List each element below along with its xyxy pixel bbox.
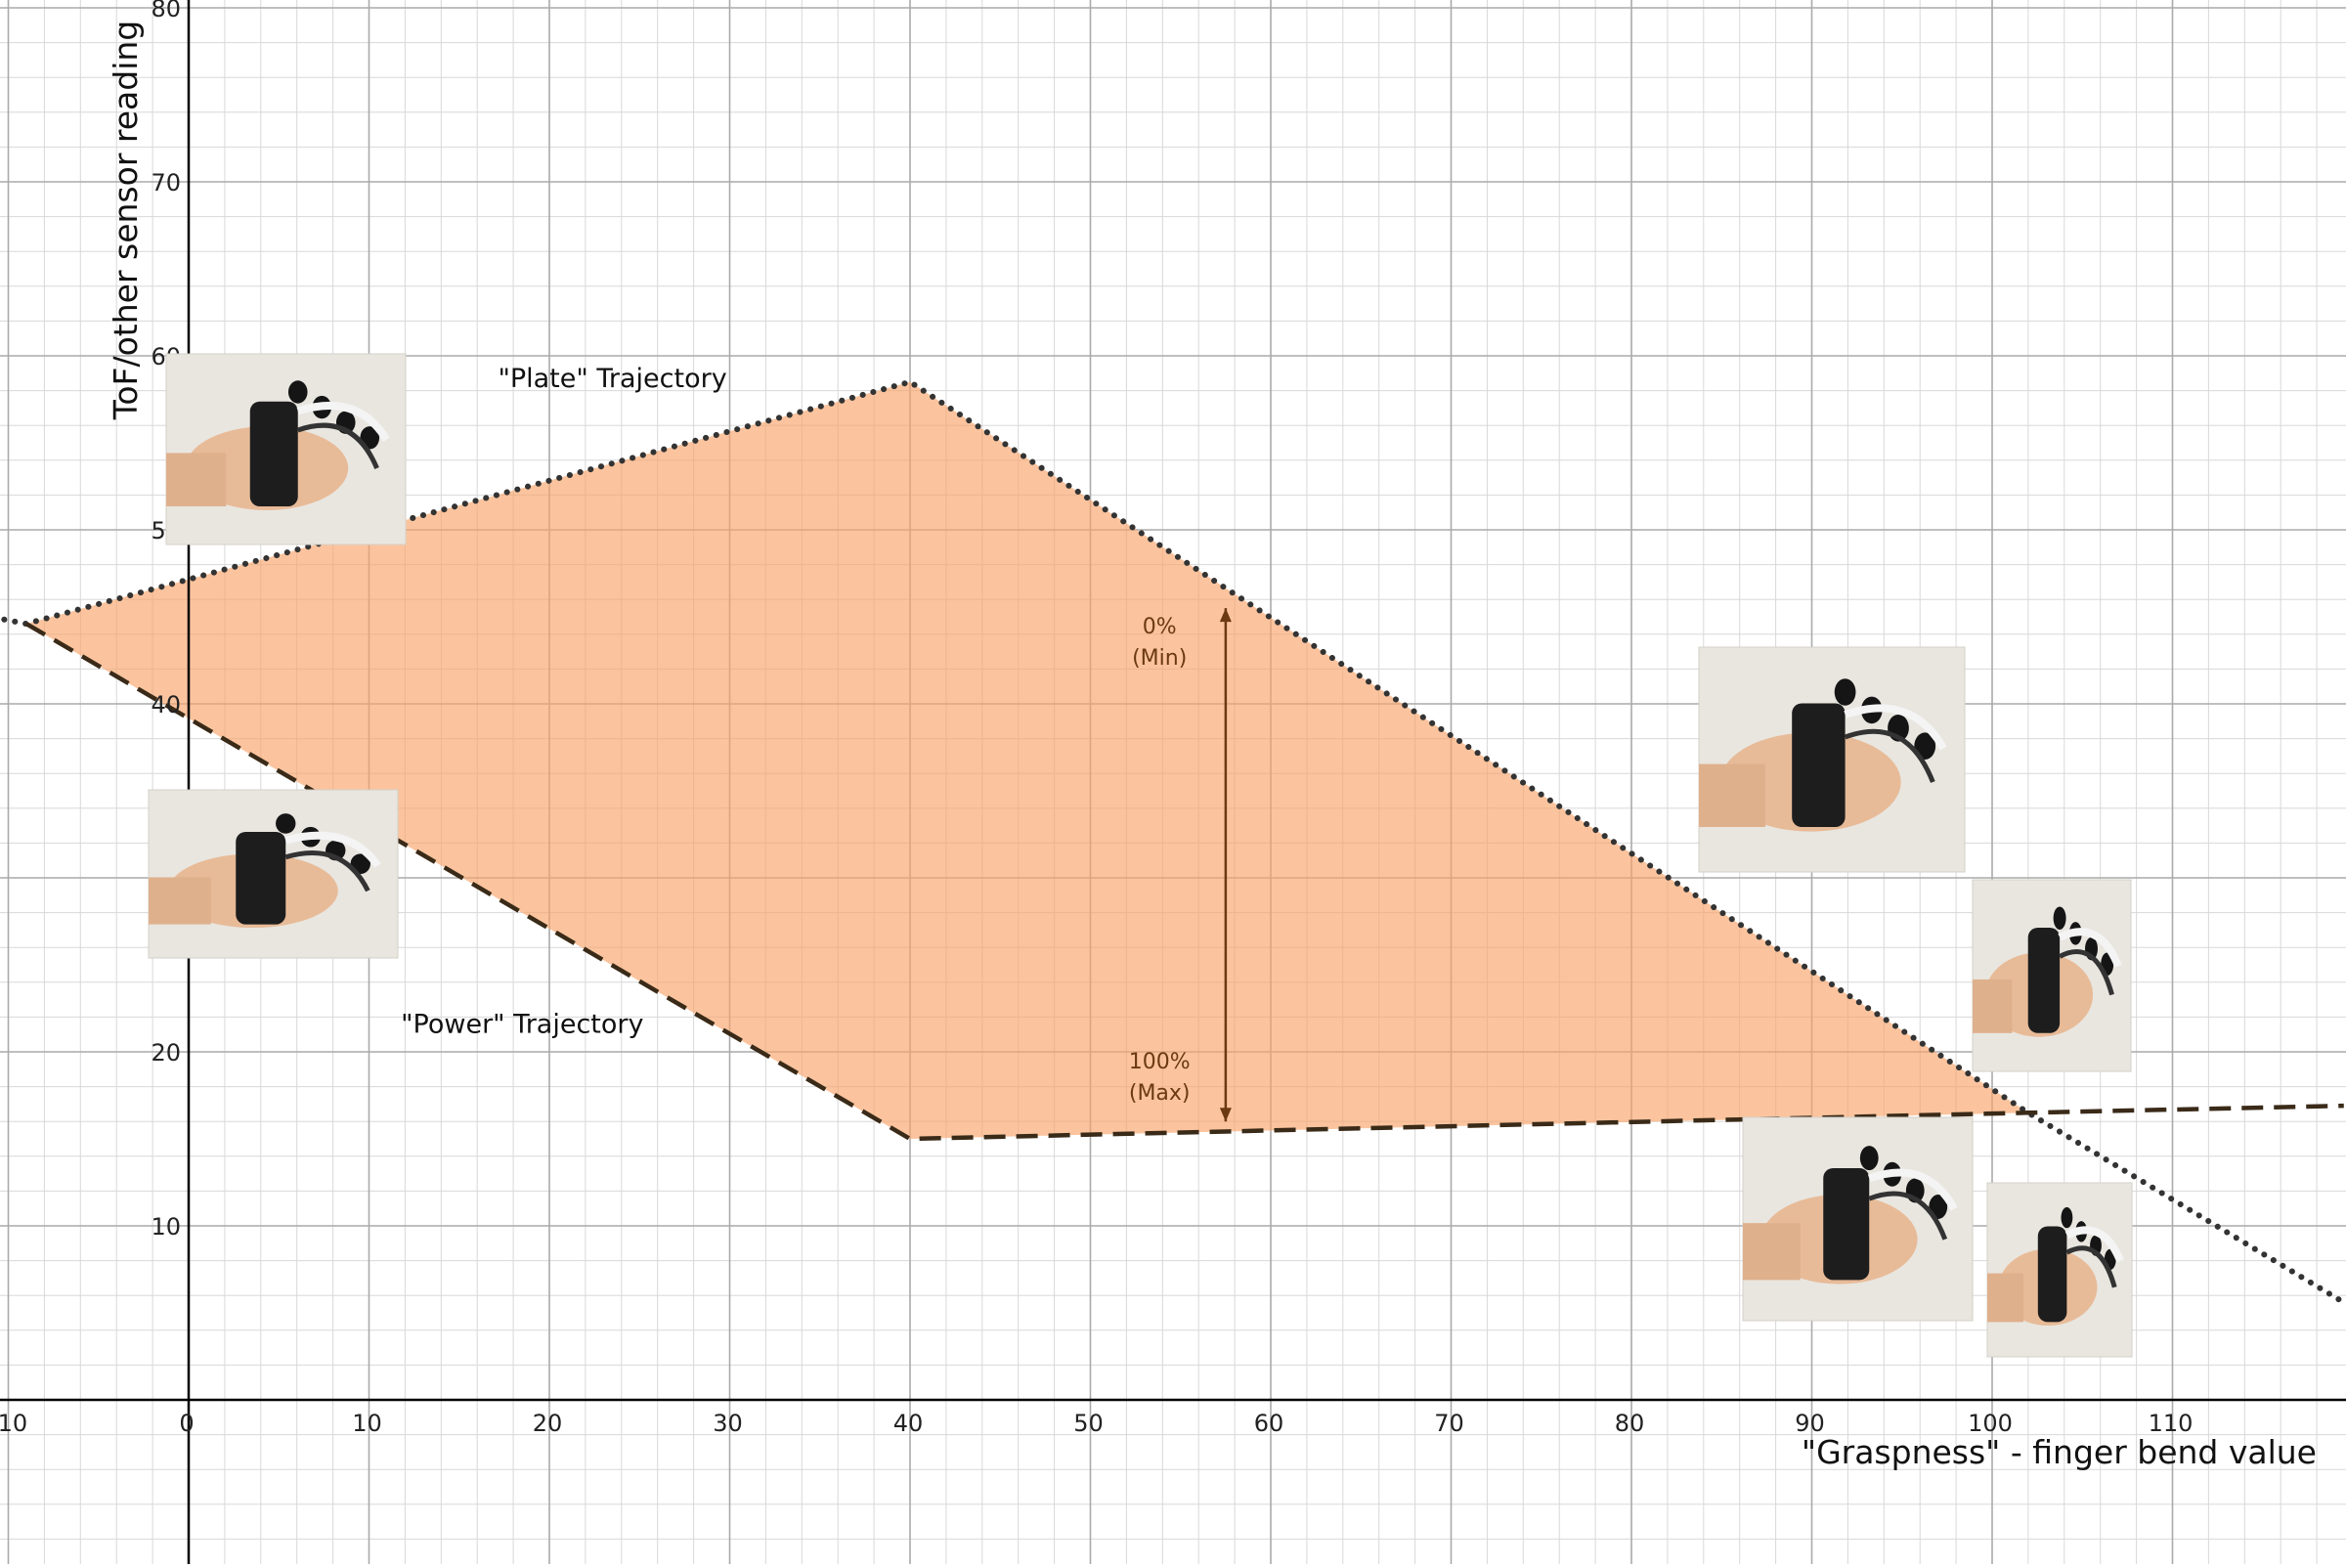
- series-group: [0, 378, 2346, 1306]
- hand-wrist: [166, 453, 227, 506]
- x-tick-label: 40: [893, 1410, 924, 1437]
- plate-trajectory-label: "Plate" Trajectory: [498, 364, 726, 394]
- shaded-region-group: [25, 381, 2028, 1139]
- series-line-plate: [0, 378, 2346, 1306]
- fingertip-cap: [1859, 1146, 1879, 1171]
- hand-wrist: [1973, 979, 2013, 1033]
- hand-wrist: [149, 877, 211, 925]
- shaded-region: [25, 381, 2028, 1139]
- x-tick-label: 60: [1254, 1410, 1284, 1437]
- y-axis-label: ToF/other sensor reading: [107, 21, 145, 420]
- y-tick-label: 40: [151, 691, 181, 719]
- y-tick-label: 80: [151, 0, 181, 22]
- fingertip-cap: [276, 813, 296, 834]
- measure-max-label: (Max): [1129, 1081, 1191, 1106]
- x-tick-label: 10: [352, 1410, 382, 1437]
- fingertip-cap: [2053, 906, 2066, 930]
- hand-photo-power: [148, 789, 399, 959]
- power-trajectory-label: "Power" Trajectory: [401, 1009, 643, 1039]
- x-axis-label: "Graspness" - finger bend value: [1802, 1433, 2317, 1471]
- fingertip-cap: [1834, 678, 1856, 706]
- glove-strap: [249, 401, 298, 506]
- tick-labels: -100102030405060708090100110102030405060…: [0, 0, 2193, 1437]
- glove-linkage: [1844, 704, 1947, 751]
- measure-min-percent: 0%: [1143, 615, 1177, 639]
- x-tick-label: 90: [1795, 1410, 1825, 1437]
- hand-photo-open: [165, 353, 407, 545]
- hand-wrist: [1699, 763, 1765, 827]
- glove-linkage: [284, 831, 381, 868]
- labels: "Graspness" - finger bend value ToF/othe…: [107, 21, 2317, 1471]
- hand-photo-closed: [1986, 1182, 2133, 1358]
- hand-wrist: [1743, 1223, 1801, 1281]
- hand-photo-fist: [1742, 1116, 1974, 1322]
- glove-linkage: [2058, 928, 2122, 968]
- glove-strap: [1823, 1168, 1870, 1281]
- x-tick-label: 110: [2149, 1410, 2194, 1437]
- glove-linkage-dark: [1844, 728, 1935, 783]
- measure-max-percent: 100%: [1129, 1050, 1191, 1074]
- glove-linkage-dark: [2065, 1245, 2117, 1288]
- glove-strap: [2027, 928, 2061, 1033]
- measure-arrow-group: [1219, 608, 1232, 1122]
- hand-photos: [148, 353, 2133, 1358]
- glove-strap: [1792, 703, 1846, 827]
- measure-arrow-head-top: [1219, 608, 1232, 623]
- x-tick-label: 80: [1615, 1410, 1645, 1437]
- measure-arrow-head-bottom: [1219, 1108, 1232, 1122]
- series-line-power: [24, 622, 2344, 1142]
- fingertip-cap: [287, 380, 308, 404]
- glove-linkage: [2064, 1226, 2124, 1263]
- x-tick-label: 0: [179, 1410, 194, 1437]
- y-tick-label: 10: [151, 1213, 181, 1241]
- y-tick-label: 70: [151, 169, 181, 196]
- glove-linkage: [296, 401, 390, 442]
- glove-linkage-dark: [1868, 1191, 1948, 1241]
- measure-min-label: (Min): [1132, 646, 1187, 671]
- glove-strap: [2037, 1226, 2067, 1323]
- x-tick-label: -10: [0, 1410, 27, 1437]
- hand-photo-power-grip: [1972, 879, 2132, 1072]
- fingertip-cap: [2061, 1206, 2073, 1229]
- glove-linkage: [1867, 1168, 1958, 1211]
- x-tick-label: 50: [1073, 1410, 1104, 1437]
- x-tick-label: 20: [533, 1410, 563, 1437]
- x-tick-label: 30: [713, 1410, 743, 1437]
- x-tick-label: 70: [1434, 1410, 1464, 1437]
- glove-linkage-dark: [2058, 949, 2114, 996]
- hand-wrist: [1987, 1273, 2023, 1323]
- x-tick-label: 100: [1968, 1410, 2013, 1437]
- glove-linkage-dark: [284, 850, 370, 893]
- glove-linkage-dark: [296, 422, 379, 469]
- glove-strap: [236, 832, 286, 925]
- y-tick-label: 20: [151, 1039, 181, 1067]
- hand-photo-plate-grip: [1698, 646, 1966, 873]
